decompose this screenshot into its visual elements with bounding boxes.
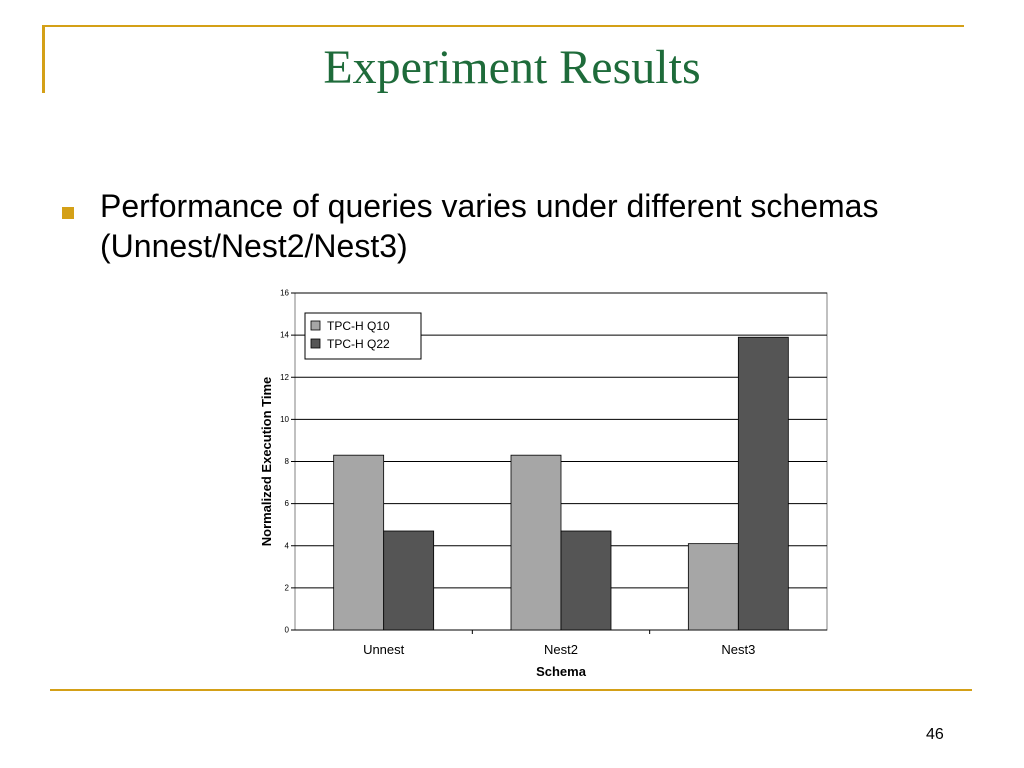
y-tick-label: 12 [280, 373, 289, 382]
bar-chart: 0 2 4 6 8 10 12 14 16 Unnest Nest2 Nest3 Schema Norma… [259, 289, 828, 679]
legend-swatch [310, 320, 321, 331]
legend-label: TPC-H Q22 [327, 337, 390, 351]
legend-swatch [310, 338, 321, 349]
y-tick-label: 2 [285, 583, 290, 592]
page-number: 46 [926, 726, 944, 743]
y-tick-label: 16 [280, 289, 289, 298]
frame-top-line [42, 25, 964, 27]
y-tick-label: 4 [285, 541, 290, 550]
bar-tpc-h-q22-unnest [383, 530, 435, 631]
frame-vertical-line [42, 25, 45, 93]
bullet-square-icon [62, 207, 74, 219]
y-tick-label: 14 [280, 331, 289, 340]
slide-title: Experiment Results [323, 41, 701, 94]
x-tick-label: Nest3 [721, 642, 755, 657]
bar-tpc-h-q22-nest3 [737, 336, 789, 631]
frame-bottom-line [50, 689, 972, 691]
x-tick-label: Unnest [363, 642, 405, 657]
bar-tpc-h-q22-nest2 [560, 530, 612, 631]
bar-tpc-h-q10-nest3 [687, 543, 739, 631]
bullet-text: Performance of queries varies under diff… [100, 188, 879, 264]
y-tick-label: 10 [280, 415, 289, 424]
legend-label: TPC-H Q10 [327, 319, 390, 333]
y-tick-label: 0 [285, 626, 290, 635]
y-axis-title: Normalized Execution Time [259, 377, 274, 547]
legend-box [304, 312, 422, 360]
x-tick-label: Nest2 [544, 642, 578, 657]
bar-tpc-h-q10-nest2 [510, 454, 562, 631]
y-tick-label: 6 [285, 499, 290, 508]
y-tick-label: 8 [285, 457, 290, 466]
x-axis-title: Schema [536, 664, 587, 679]
bar-tpc-h-q10-unnest [333, 454, 385, 631]
